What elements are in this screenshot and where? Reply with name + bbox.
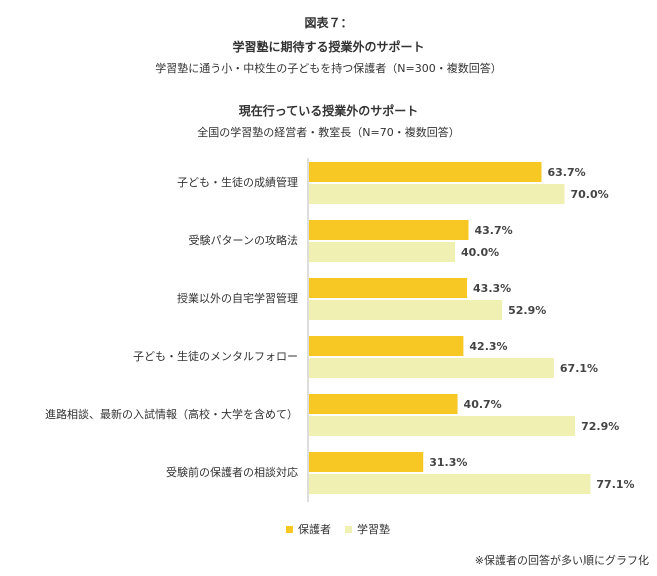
data-label-guardian: 31.3% — [429, 456, 467, 469]
chart-subtitle: 学習塾に通う小・中校生の子どもを持つ保護者（N=300・複数回答） — [155, 62, 502, 75]
legend-swatch-guardian — [286, 525, 293, 533]
bar-guardian — [309, 452, 424, 472]
category-label: 子ども・生徒のメンタルフォロー — [133, 349, 298, 363]
category-label: 受験パターンの攻略法 — [189, 233, 298, 247]
legend-label-guardian: 保護者 — [298, 523, 331, 536]
footnote: ※保護者の回答が多い順にグラフ化 — [474, 554, 649, 567]
chart-subtitle-secondary: 全国の学習塾の経営者・教室長（N=70・複数回答） — [197, 126, 460, 139]
bar-guardian — [309, 394, 458, 414]
data-label-juku: 52.9% — [508, 304, 546, 317]
data-label-juku: 67.1% — [560, 362, 598, 375]
chart-title: 学習塾に期待する授業外のサポート — [232, 40, 425, 54]
data-label-juku: 77.1% — [596, 478, 634, 491]
chart-title-secondary: 現在行っている授業外のサポート — [238, 104, 419, 118]
data-label-juku: 72.9% — [581, 420, 619, 433]
category-label: 受験前の保護者の相談対応 — [166, 465, 298, 479]
bar-juku — [309, 358, 554, 378]
bar-juku — [309, 242, 455, 262]
category-label: 進路相談、最新の入試情報（高校・大学を含めて） — [45, 407, 298, 421]
bar-juku — [309, 474, 591, 494]
data-label-guardian: 63.7% — [548, 166, 586, 179]
figure-label: 図表７： — [304, 16, 353, 30]
bar-juku — [309, 416, 576, 436]
bar-juku — [309, 184, 565, 204]
data-label-juku: 40.0% — [461, 246, 499, 259]
bar-guardian — [309, 336, 464, 356]
legend-item-juku: 学習塾 — [345, 521, 390, 537]
bar-guardian — [309, 162, 542, 182]
data-label-guardian: 43.3% — [473, 282, 511, 295]
bar-juku — [309, 300, 503, 320]
data-label-guardian: 42.3% — [469, 340, 507, 353]
data-label-guardian: 40.7% — [464, 398, 502, 411]
category-label: 授業以外の自宅学習管理 — [177, 291, 298, 305]
bar-guardian — [309, 278, 468, 298]
legend-item-guardian: 保護者 — [286, 521, 331, 537]
legend-label-juku: 学習塾 — [357, 523, 390, 536]
data-label-guardian: 43.7% — [475, 224, 513, 237]
legend: 保護者 学習塾 — [286, 521, 404, 537]
data-label-juku: 70.0% — [571, 188, 609, 201]
category-label: 子ども・生徒の成績管理 — [177, 175, 298, 189]
bar-guardian — [309, 220, 469, 240]
legend-swatch-juku — [345, 525, 352, 533]
